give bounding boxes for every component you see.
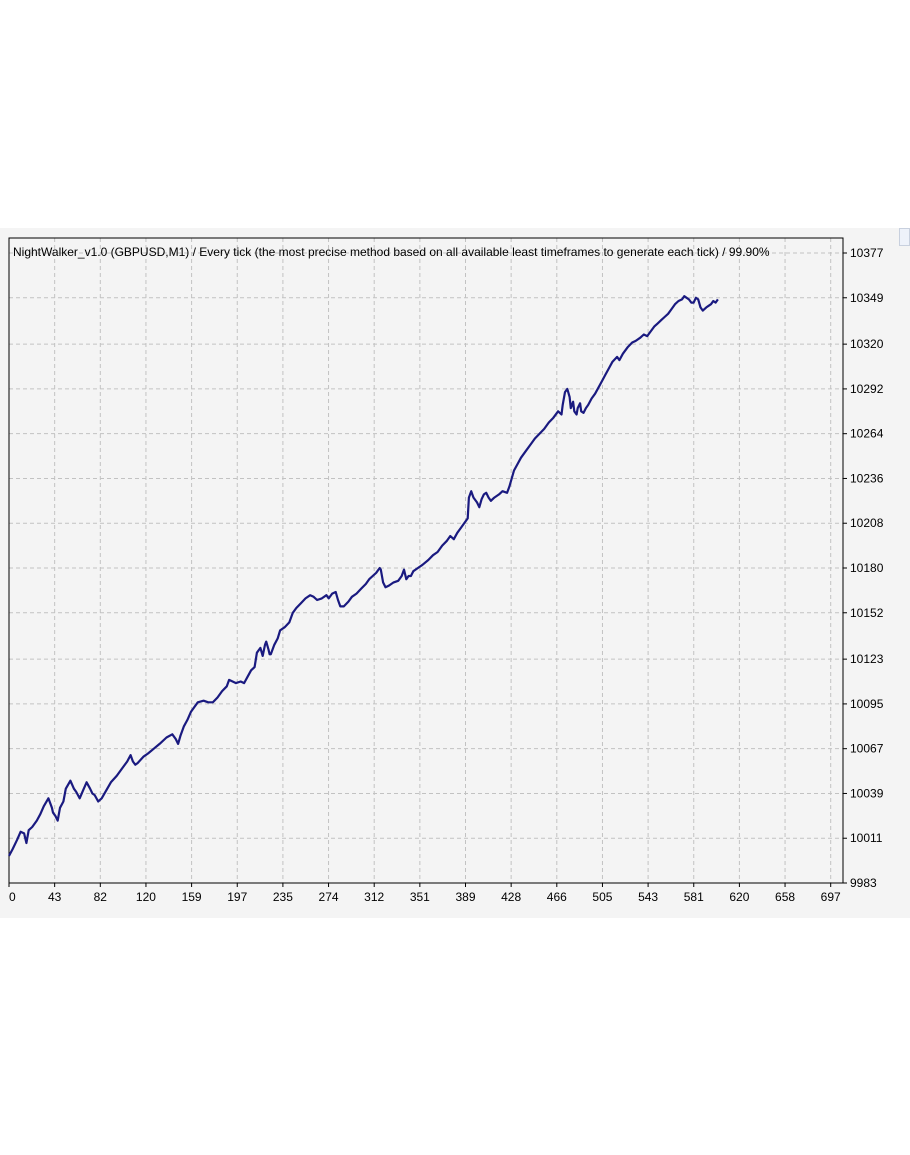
y-tick-label: 10152 [850, 606, 884, 620]
x-tick-label: 43 [48, 890, 62, 904]
series-line-layer [8, 295, 719, 857]
x-tick-label: 312 [364, 890, 384, 904]
x-tick-label: 274 [319, 890, 339, 904]
x-tick-label: 505 [592, 890, 612, 904]
y-tick-label: 10292 [850, 382, 884, 396]
y-tick-label: 10123 [850, 652, 884, 666]
equity-chart: NightWalker_v1.0 (GBPUSD,M1) / Every tic… [8, 237, 884, 904]
x-tick-label: 0 [9, 890, 16, 904]
x-tick-label: 697 [821, 890, 841, 904]
y-tick-label: 10349 [850, 291, 884, 305]
x-tick-label: 620 [729, 890, 749, 904]
y-tick-label: 10095 [850, 697, 884, 711]
y-tick-label: 9983 [850, 876, 877, 890]
y-tick-label: 10180 [850, 561, 884, 575]
x-tick-label: 159 [182, 890, 202, 904]
chart-panel: NightWalker_v1.0 (GBPUSD,M1) / Every tic… [0, 228, 910, 918]
x-tick-label: 428 [501, 890, 521, 904]
x-tick-label: 351 [410, 890, 430, 904]
x-tick-label: 235 [273, 890, 293, 904]
x-tick-label: 658 [775, 890, 795, 904]
x-tick-label: 543 [638, 890, 658, 904]
y-tick-label: 10264 [850, 427, 884, 441]
x-tick-label: 197 [227, 890, 247, 904]
y-tick-label: 10039 [850, 786, 884, 800]
y-tick-label: 10208 [850, 516, 884, 530]
y-tick-label: 10067 [850, 742, 884, 756]
y-tick-label: 10320 [850, 337, 884, 351]
x-tick-label: 581 [684, 890, 704, 904]
x-tick-label: 466 [547, 890, 567, 904]
y-tick-label: 10377 [850, 246, 884, 260]
y-axis-tick-labels: 10377 10349 10320 10292 10264 10236 10208 10180… [843, 246, 884, 890]
chart-title: NightWalker_v1.0 (GBPUSD,M1) / Every tic… [13, 245, 770, 259]
x-tick-label: 82 [94, 890, 108, 904]
y-tick-label: 10236 [850, 471, 884, 485]
plot-frame [8, 237, 844, 884]
equity-line [8, 295, 719, 857]
grid [9, 238, 843, 883]
scroll-handle[interactable] [899, 228, 910, 246]
x-tick-label: 389 [455, 890, 475, 904]
y-tick-label: 10011 [850, 831, 883, 845]
x-tick-label: 120 [136, 890, 156, 904]
x-axis-tick-labels: 0 43 82 120 159 197 235 274 312 351 389 428 466 505 54… [8, 883, 841, 904]
